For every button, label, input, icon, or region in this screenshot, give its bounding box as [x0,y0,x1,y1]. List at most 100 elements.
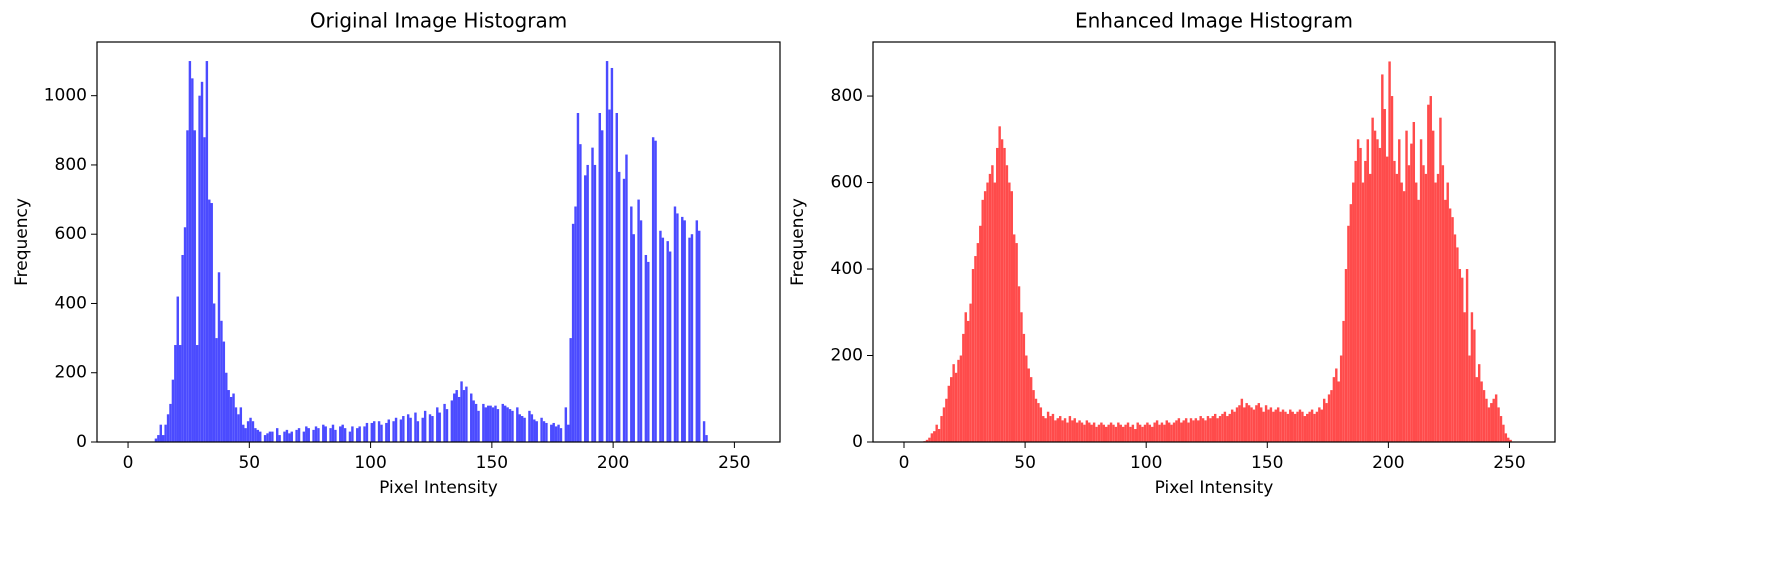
bar [385,422,388,442]
bar [1216,418,1219,442]
bar [695,220,699,442]
bar [1310,409,1314,442]
bar [1000,139,1004,442]
bar [1032,390,1035,442]
bar [1088,422,1091,442]
bar [208,199,211,442]
bar [1461,277,1464,442]
bar [1371,117,1374,443]
bar [1214,413,1217,442]
bar [1364,160,1367,442]
bar [174,345,177,442]
bar [1281,409,1285,442]
bar [610,67,614,442]
bar [1097,424,1101,442]
bar [1238,405,1241,442]
bar [445,409,449,442]
y-axis-label: Frequency [12,198,32,286]
bar [988,173,992,442]
bar [249,417,252,442]
bar [334,429,337,442]
bar [460,381,463,442]
bar [1022,333,1026,442]
x-tick-label: 50 [238,453,260,473]
bar [1366,139,1369,442]
bar [1320,409,1323,442]
bar [1245,403,1248,442]
bar [1325,403,1328,442]
bar [1257,403,1261,442]
bar [1228,413,1231,442]
x-tick-label: 250 [718,453,750,473]
bar [1160,422,1164,442]
x-axis-label: Pixel Intensity [1155,478,1274,498]
bar [552,422,555,442]
bar [251,421,255,442]
bar [1051,413,1055,442]
y-tick-label: 1000 [44,86,87,106]
bar [317,428,320,442]
bar [1143,424,1147,442]
bar [615,112,618,443]
bar [1427,104,1430,443]
bar [399,419,403,442]
bar [1112,424,1115,442]
bar [535,421,538,442]
bar [159,424,163,442]
bar [295,429,298,442]
bar [1504,433,1508,442]
bar [428,414,432,442]
bar [365,422,369,442]
bar [1490,403,1493,442]
bar [394,417,398,442]
bar [933,431,936,442]
bar [1381,74,1384,442]
bar [341,424,344,442]
bar [275,428,279,442]
bar [1499,416,1503,442]
bar [1407,165,1411,443]
bar [1020,312,1023,442]
bar [1276,407,1280,442]
bar [593,164,597,442]
bar [998,126,1001,442]
bar [402,416,405,442]
bar [1296,411,1299,442]
bar [996,147,999,442]
bar [666,241,669,442]
bar [954,372,958,442]
bar [1192,420,1195,442]
bar [443,403,446,442]
bar [1197,420,1200,442]
y-axis-label: Frequency [788,198,808,286]
bar [1061,420,1064,442]
bar [290,431,293,442]
bar [1477,364,1481,442]
bar [1180,422,1183,442]
bar [1313,413,1316,442]
bar [1008,182,1011,443]
bar [1136,422,1139,442]
bar [601,130,604,442]
bar [370,422,374,442]
bar [423,410,427,442]
bar [1199,416,1202,442]
bar [1289,409,1292,442]
bar [237,414,240,442]
bar [569,338,572,442]
bar [220,320,223,442]
bar [1303,416,1307,442]
y-tick-label: 400 [831,259,863,279]
bar [940,416,943,442]
bar [1233,411,1236,442]
bar [1291,411,1294,442]
bar [630,206,633,442]
bar [421,417,424,442]
bar [1044,418,1047,442]
bar [1063,418,1067,442]
bar [322,424,325,442]
bar [1235,407,1239,442]
bar [952,364,955,442]
bar [1284,411,1287,442]
bar [622,178,626,442]
